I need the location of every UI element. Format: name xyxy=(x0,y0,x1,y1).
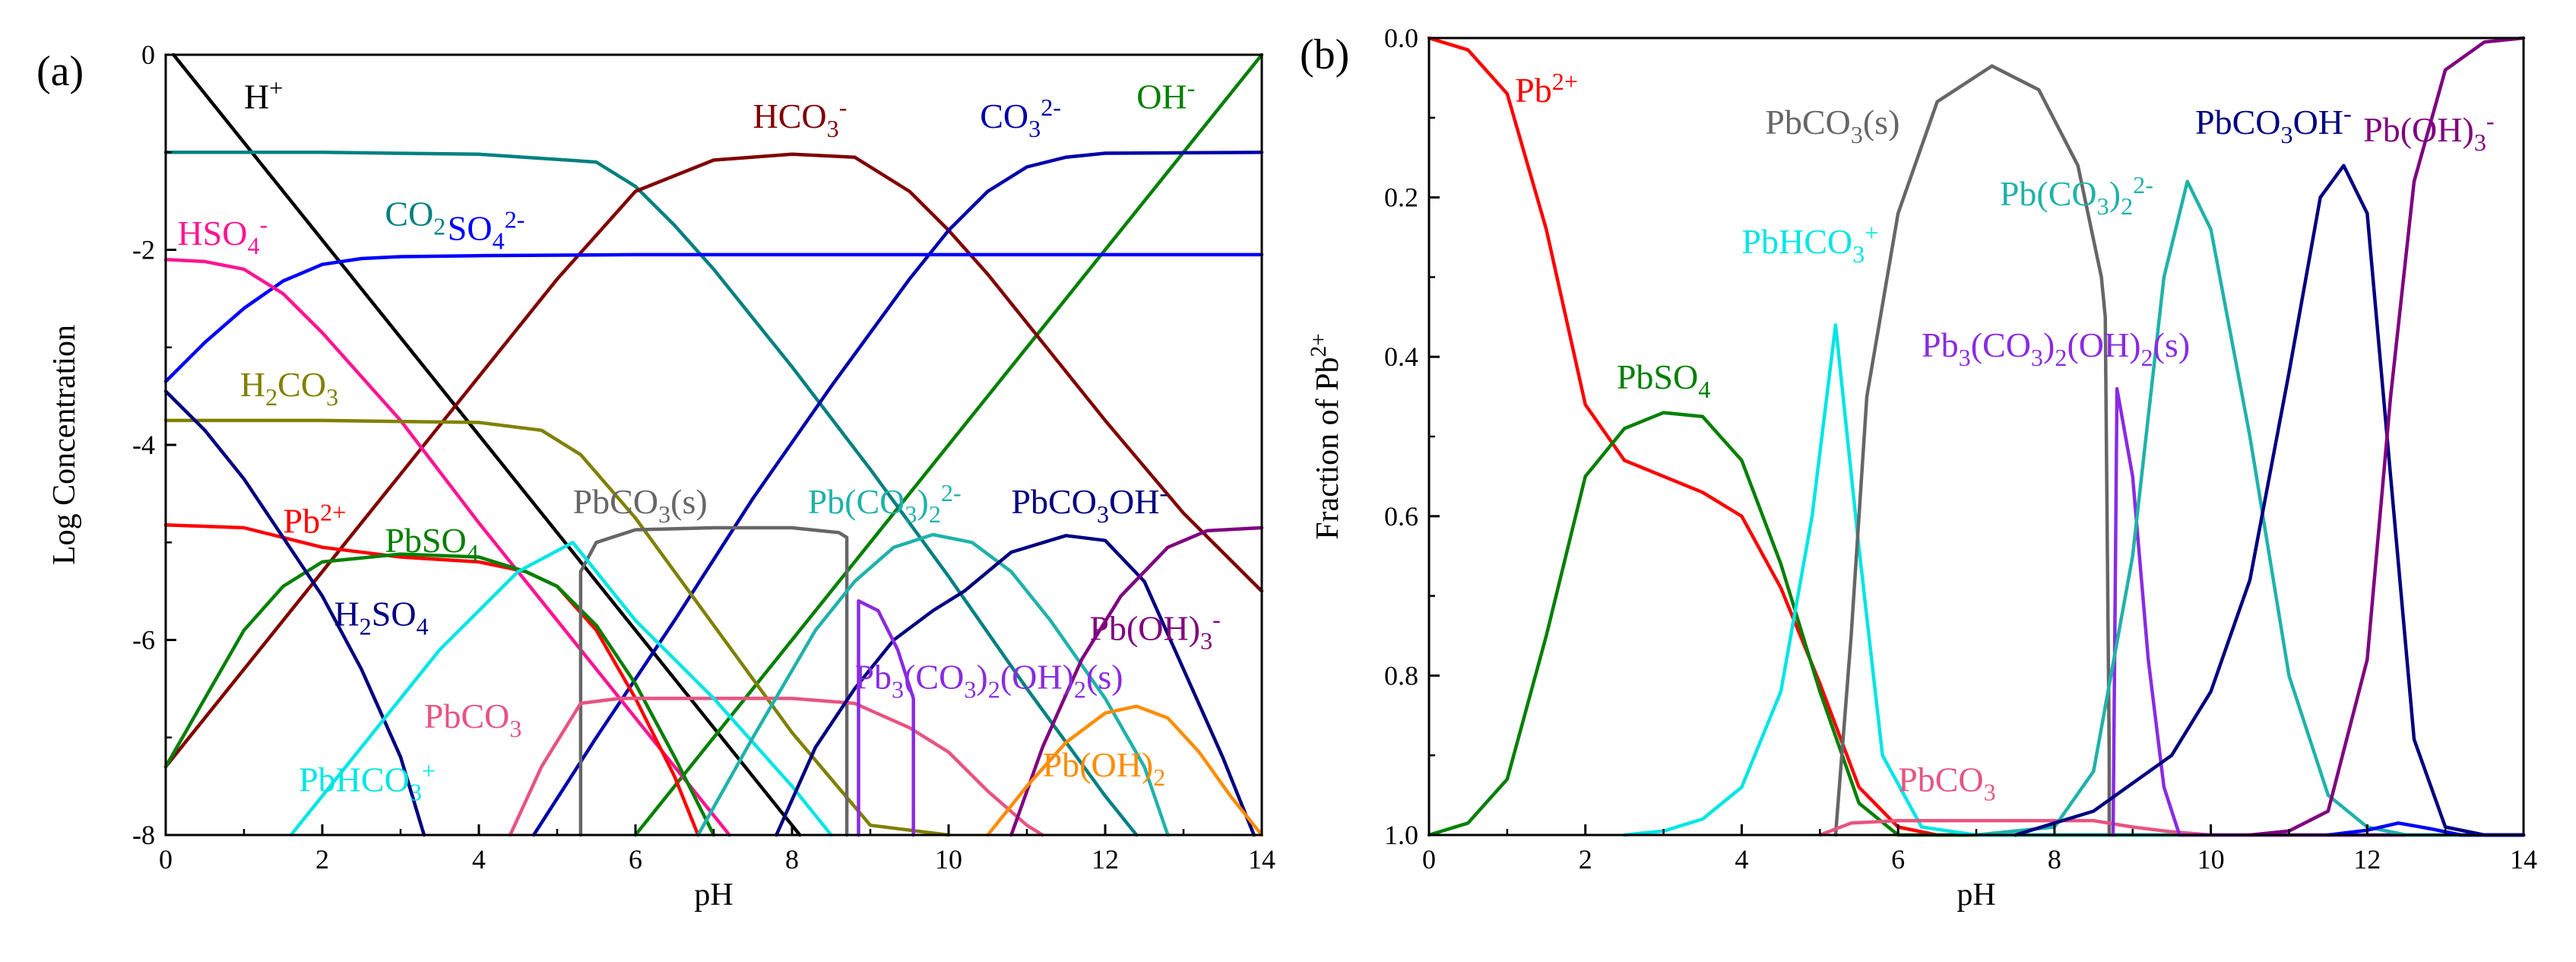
panel-a-series-15 xyxy=(775,534,1256,837)
panel-a-series-9 xyxy=(163,552,716,837)
panel-a-series-8 xyxy=(163,522,700,837)
panel-a-series-label-16: Pb3(CO3)2(OH)2(s) xyxy=(854,658,1123,703)
panel-a-series-label-0: H+ xyxy=(244,75,283,116)
panel-b-series-0 xyxy=(1427,36,2526,837)
panel-b-xtick-label: 10 xyxy=(2197,844,2225,875)
panel-a-series-7 xyxy=(163,418,951,837)
panel-a-series-label-8: Pb2+ xyxy=(284,498,347,540)
panel-a-series-label-3: HCO3- xyxy=(753,94,848,142)
panel-a-series-label-15: PbCO3OH- xyxy=(1011,479,1168,528)
panel-a-panel-tag: (a) xyxy=(36,48,84,95)
panel-a-series-label-13: PbHCO3+ xyxy=(299,757,436,805)
panel-a-series-14 xyxy=(696,532,1170,837)
panel-b-y-axis-label: Fraction of Pb2+ xyxy=(1307,333,1345,540)
panel-a-series-13 xyxy=(289,541,833,837)
panel-a-series-1 xyxy=(633,52,1264,837)
panel-a-series-5 xyxy=(163,252,1264,383)
panel-a-series-17 xyxy=(1009,525,1264,837)
panel-a-series-16 xyxy=(857,598,915,837)
panel-b-xtick-label: 6 xyxy=(1891,844,1905,875)
panel-b-ytick-label: 0.4 xyxy=(1384,341,1418,372)
panel-a-xtick-label: 8 xyxy=(785,844,799,875)
panel-b-series-label-3: PbCO3(s) xyxy=(1765,103,1900,148)
panel-b-series-label-1: PbSO4 xyxy=(1617,357,1710,403)
panel-b-series-7 xyxy=(2014,164,2526,837)
panel-a-ytick-label: -6 xyxy=(132,625,155,656)
panel-b-series-label-5: Pb3(CO3)2(OH)2(s) xyxy=(1922,325,2190,371)
panel-a-series-label-11: PbCO3(s) xyxy=(573,482,708,528)
panel-a-ytick-label: 0 xyxy=(141,40,155,70)
panel-b-fraction: 0 2 4 6 8 10 12 14 0.0 0.2 0.4 0.6 0.8 1.0 pH Fraction … xyxy=(1300,23,2537,913)
panel-b-series-label-8: Pb(OH)3- xyxy=(2363,107,2494,156)
panel-a-xtick-label: 0 xyxy=(159,844,173,875)
panel-a-series-label-9: PbSO4 xyxy=(385,521,478,567)
panel-a-series-label-17: Pb(OH)3- xyxy=(1089,606,1220,655)
panel-a-ytick-label: -2 xyxy=(132,235,155,265)
panel-b-series-label-0: Pb2+ xyxy=(1515,68,1578,110)
panel-b-ytick-label: 0.8 xyxy=(1384,660,1418,691)
panel-b-ytick-label: 0.6 xyxy=(1384,501,1418,532)
panel-b-xtick-label: 14 xyxy=(2510,844,2537,875)
panel-a-series-label-12: PbCO3 xyxy=(424,697,522,742)
panel-a-xtick-label: 10 xyxy=(935,844,962,875)
panel-a-series-0 xyxy=(172,52,802,837)
panel-a-series-label-14: Pb(CO3)22- xyxy=(808,479,962,528)
panel-b-panel-tag: (b) xyxy=(1300,31,1349,78)
panel-b-series-label-2: PbHCO3+ xyxy=(1741,219,1878,268)
panel-b-series-label-6: Pb(CO3)22- xyxy=(2000,171,2153,220)
panel-b-series-1 xyxy=(1427,411,2526,837)
panel-b-xtick-label: 12 xyxy=(2353,844,2381,875)
panel-b-series-9 xyxy=(2326,821,2526,837)
panel-a-series-label-1: OH- xyxy=(1136,75,1195,116)
panel-a-series-label-4: CO32- xyxy=(980,94,1061,142)
panel-a-series-2 xyxy=(163,151,1139,837)
panel-a-series-label-2: CO2 xyxy=(385,194,445,240)
panel-b-xtick-label: 4 xyxy=(1735,844,1748,875)
panel-b-x-axis-label: pH xyxy=(1957,878,1995,913)
panel-a-x-axis-label: pH xyxy=(694,878,733,913)
panel-b-series-8 xyxy=(2248,36,2526,837)
panel-a-xtick-label: 12 xyxy=(1092,844,1119,875)
panel-a-series-label-6: HSO4- xyxy=(177,211,268,259)
panel-a-series-11 xyxy=(578,525,849,837)
panel-a-series-label-10: H2SO4 xyxy=(334,594,428,640)
panel-a-ytick-label: -4 xyxy=(132,430,155,460)
panel-a-series-3 xyxy=(163,152,1264,769)
panel-b-series-2 xyxy=(1622,323,2526,837)
panel-b-xtick-label: 0 xyxy=(1422,844,1436,875)
panel-a-ytick-label: -8 xyxy=(132,820,155,850)
panel-a-series-10 xyxy=(163,389,426,837)
panel-a-xtick-label: 6 xyxy=(629,844,642,875)
panel-a-xtick-label: 4 xyxy=(472,844,486,875)
panel-a-xtick-label: 2 xyxy=(315,844,329,875)
panel-a-y-axis-label: Log Concentration xyxy=(47,325,82,565)
panel-b-series-label-7: PbCO3OH- xyxy=(2195,100,2352,148)
panel-a-series-18 xyxy=(986,704,1264,837)
panel-b-xtick-label: 2 xyxy=(1579,844,1592,875)
panel-a-series-6 xyxy=(163,258,731,837)
panel-b-series-3 xyxy=(1833,64,2112,837)
panel-a-log-concentration: 0 2 4 6 8 10 12 14 0 -2 -4 -6 -8 pH Log Concentration (… xyxy=(36,40,1275,913)
panel-a-xtick-label: 14 xyxy=(1248,844,1275,875)
panel-b-ytick-label: 1.0 xyxy=(1384,820,1418,850)
panel-b-ytick-label: 0.2 xyxy=(1384,183,1418,213)
panel-a-series-label-5: SO42- xyxy=(448,206,525,255)
panel-a-series-label-7: H2CO3 xyxy=(240,365,338,411)
panel-a-series-12 xyxy=(508,697,1044,837)
panel-a-series-label-18: Pb(OH)2 xyxy=(1043,745,1166,791)
panel-b-plot-frame xyxy=(1427,37,2525,837)
panel-b-xtick-label: 8 xyxy=(2048,844,2061,875)
panel-b-ytick-label: 0.0 xyxy=(1384,23,1418,53)
panel-b-series-6 xyxy=(1974,179,2526,837)
panel-b-series-label-4: PbCO3 xyxy=(1898,760,1996,805)
